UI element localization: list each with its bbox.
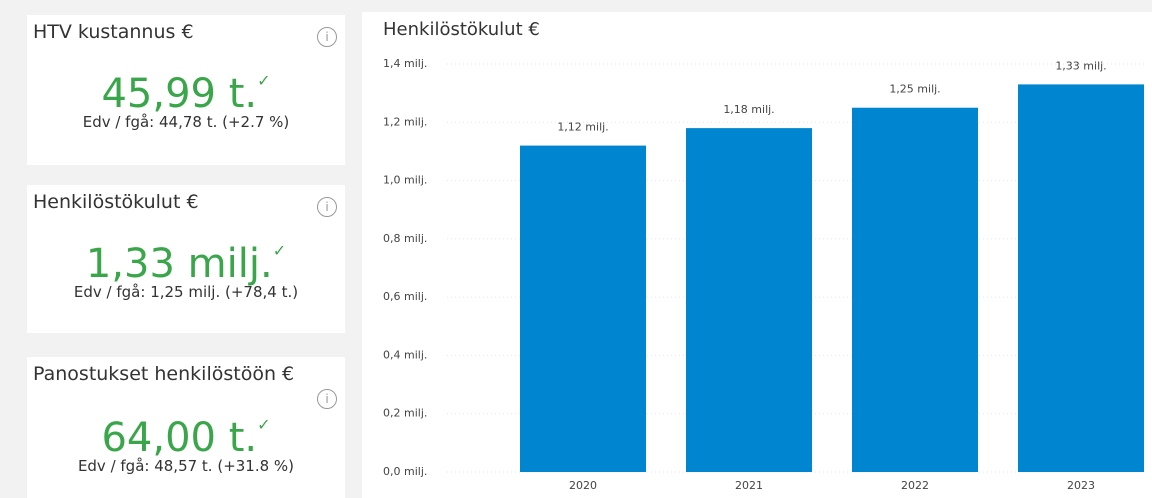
kpi-value: 45,99 t. — [101, 71, 258, 117]
bar — [852, 107, 978, 472]
kpi-comparison: Edv / fgå: 44,78 t. (+2.7 %) — [82, 113, 290, 131]
kpi-comparison: Edv / fgå: 1,25 milj. (+78,4 t.) — [73, 283, 299, 301]
kpi-comparison: Edv / fgå: 48,57 t. (+31.8 %) — [77, 457, 295, 475]
kpi-value-row: 45,99 t.✓ — [27, 71, 345, 117]
y-tick-label: 1,0 milj. — [383, 174, 427, 187]
kpi-value-row: 1,33 milj.✓ — [27, 241, 345, 287]
y-tick-label: 0,6 milj. — [383, 290, 427, 303]
info-icon[interactable]: i — [317, 389, 337, 409]
bar — [686, 128, 812, 472]
check-icon: ✓ — [257, 71, 271, 90]
data-label: 1,12 milj. — [557, 121, 608, 134]
y-tick-label: 0,2 milj. — [383, 407, 427, 420]
kpi-value: 1,33 milj. — [85, 241, 273, 287]
data-label: 1,25 milj. — [889, 83, 940, 96]
kpi-value: 64,00 t. — [101, 415, 258, 461]
info-icon[interactable]: i — [317, 197, 337, 217]
card-title: Henkilöstökulut € — [33, 191, 199, 213]
y-tick-label: 1,4 milj. — [383, 57, 427, 70]
card-title: HTV kustannus € — [33, 21, 194, 43]
x-tick-label: 2021 — [735, 479, 763, 492]
x-tick-label: 2023 — [1067, 479, 1095, 492]
y-tick-label: 1,2 milj. — [383, 115, 427, 128]
card-title: Panostukset henkilöstöön € — [33, 363, 295, 385]
chart: Henkilöstökulut € 0,0 milj. 0,2 milj. 0,4 … — [362, 12, 1152, 498]
info-icon[interactable]: i — [317, 27, 337, 47]
bar — [520, 145, 646, 472]
x-tick-label: 2020 — [569, 479, 597, 492]
kpi-value-row: 64,00 t.✓ — [27, 415, 345, 461]
kpi-card: Henkilöstökulut € i 1,33 milj.✓ Edv / fg… — [27, 185, 345, 333]
x-tick-label: 2022 — [901, 479, 929, 492]
y-tick-label: 0,4 milj. — [383, 348, 427, 361]
data-label: 1,33 milj. — [1055, 59, 1106, 72]
chart-title: Henkilöstökulut € — [383, 19, 540, 40]
y-tick-label: 0,8 milj. — [383, 232, 427, 245]
kpi-card: Panostukset henkilöstöön € i 64,00 t.✓ E… — [27, 357, 345, 498]
data-label: 1,18 milj. — [723, 103, 774, 116]
bar — [1018, 84, 1144, 473]
check-icon: ✓ — [257, 415, 271, 434]
y-tick-label: 0,0 milj. — [383, 465, 427, 478]
check-icon: ✓ — [272, 241, 287, 260]
kpi-card: HTV kustannus € i 45,99 t.✓ Edv / fgå: 4… — [27, 15, 345, 165]
